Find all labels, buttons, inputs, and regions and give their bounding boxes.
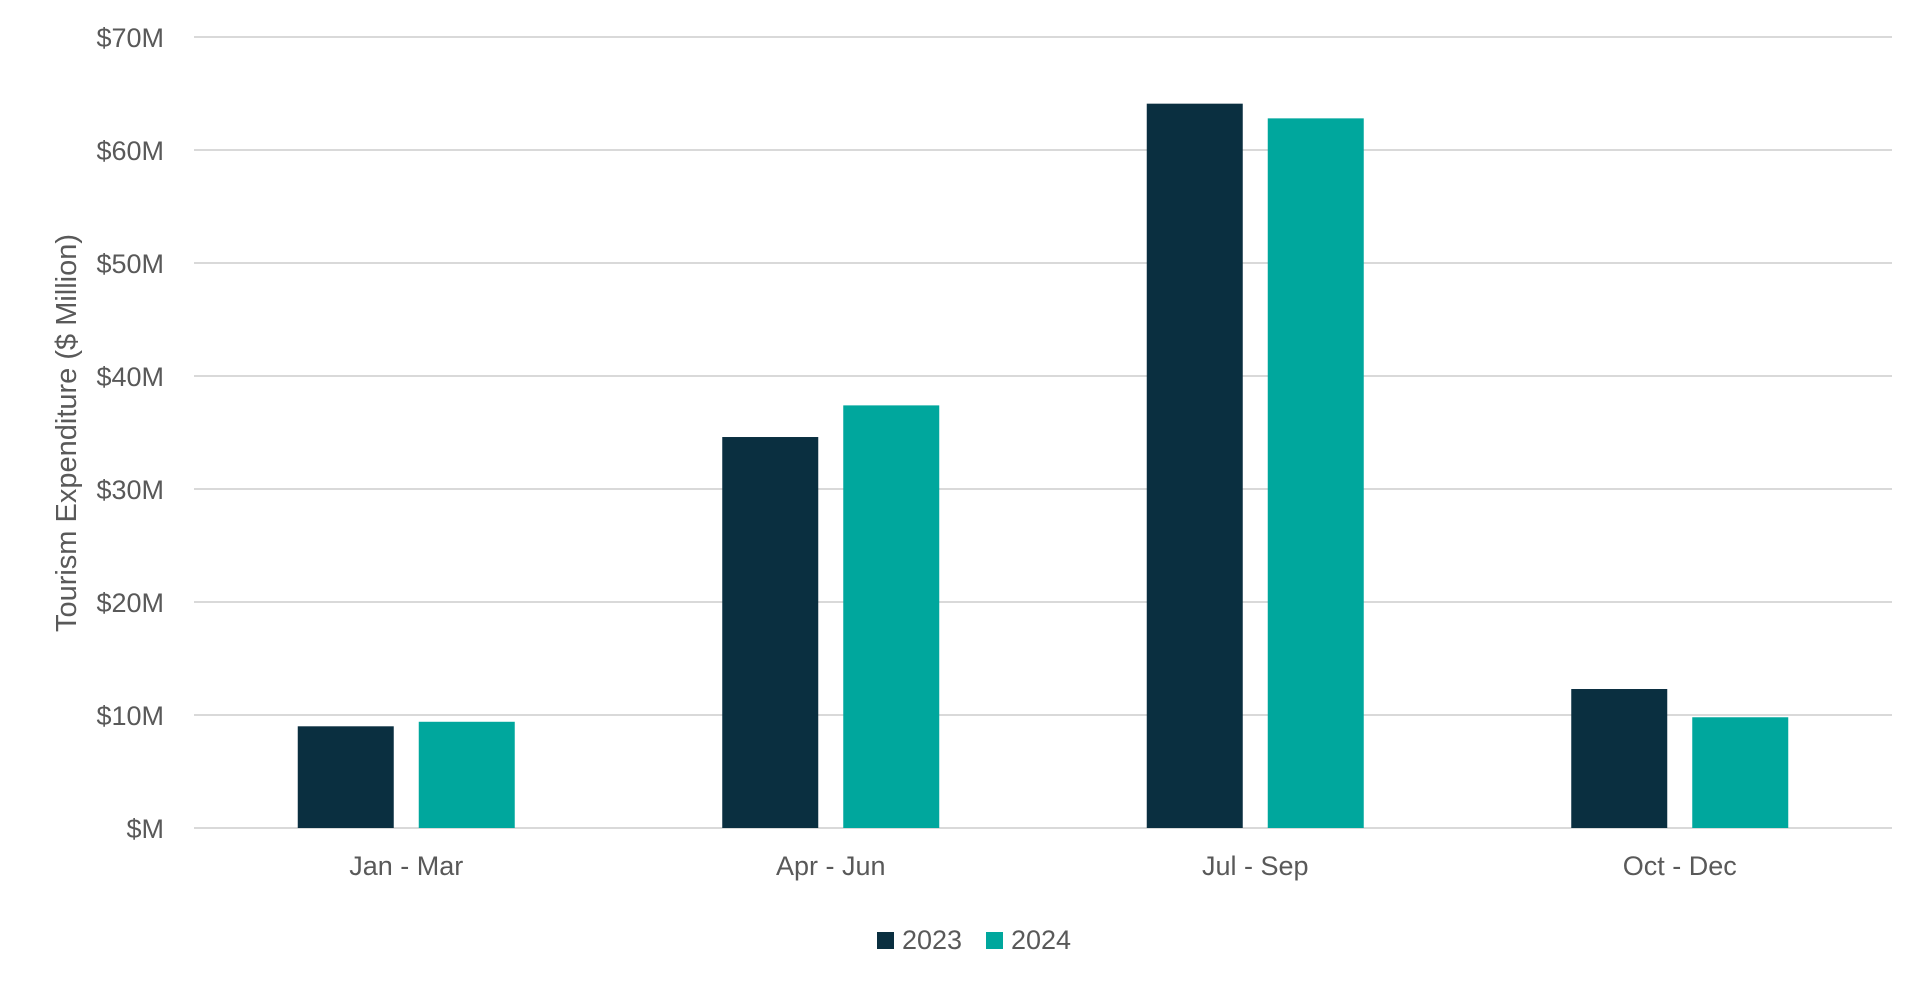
- y-tick-label: $70M: [96, 23, 164, 53]
- x-axis-ticks: Jan - Mar Apr - Jun Jul - Sep Oct - Dec: [349, 851, 1737, 881]
- y-axis-ticks: $M $10M $20M $30M $40M $50M $60M $70M: [96, 23, 164, 844]
- bars: [297, 103, 1789, 829]
- legend-label-2024: 2024: [1011, 925, 1071, 955]
- x-tick-label: Jul - Sep: [1202, 851, 1309, 881]
- legend-label-2023: 2023: [902, 925, 962, 955]
- y-tick-label: $50M: [96, 249, 164, 279]
- legend-swatch-2024: [986, 932, 1003, 949]
- bar-2024-1: [843, 405, 940, 828]
- bar-2023-3: [1571, 689, 1668, 828]
- bar-2024-0: [418, 721, 515, 828]
- y-tick-label: $60M: [96, 136, 164, 166]
- gridlines: [194, 36, 1892, 829]
- y-tick-label: $10M: [96, 701, 164, 731]
- x-tick-label: Jan - Mar: [349, 851, 463, 881]
- bar-2023-1: [722, 437, 819, 828]
- bar-2023-2: [1146, 103, 1243, 829]
- y-tick-label: $M: [126, 814, 164, 844]
- bar-2023-0: [297, 726, 394, 828]
- legend-swatch-2023: [877, 932, 894, 949]
- x-tick-label: Apr - Jun: [776, 851, 886, 881]
- y-axis-label: Tourism Expenditure ($ Million): [51, 234, 83, 632]
- legend: 2023 2024: [877, 925, 1071, 955]
- y-tick-label: $30M: [96, 475, 164, 505]
- y-tick-label: $20M: [96, 588, 164, 618]
- x-tick-label: Oct - Dec: [1623, 851, 1737, 881]
- y-tick-label: $40M: [96, 362, 164, 392]
- bar-2024-3: [1692, 717, 1789, 828]
- bar-2024-2: [1267, 118, 1364, 829]
